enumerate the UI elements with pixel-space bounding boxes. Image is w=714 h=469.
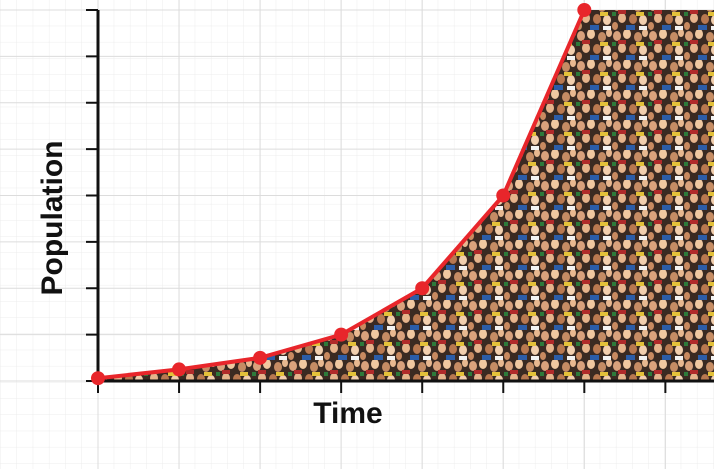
x-axis-label: Time <box>313 397 382 430</box>
point <box>91 371 105 386</box>
y-axis-label: Population <box>36 141 69 296</box>
point <box>496 188 511 203</box>
point <box>253 350 268 365</box>
point <box>577 3 592 17</box>
point <box>334 327 349 342</box>
point <box>172 362 187 377</box>
point <box>415 281 430 296</box>
crowd-area <box>98 10 714 381</box>
